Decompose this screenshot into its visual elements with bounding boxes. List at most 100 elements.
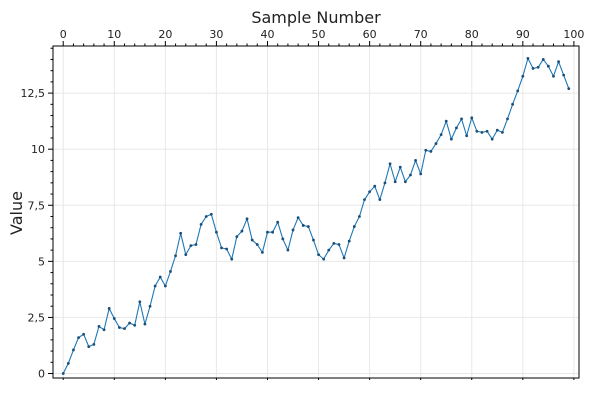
data-point bbox=[368, 190, 372, 194]
data-point bbox=[409, 173, 412, 177]
data-point bbox=[281, 237, 285, 241]
data-point bbox=[485, 129, 489, 133]
data-point bbox=[153, 284, 157, 288]
data-point bbox=[235, 235, 239, 239]
x-tick-label: 60 bbox=[363, 28, 377, 41]
x-tick-label: 0 bbox=[60, 28, 67, 41]
data-point bbox=[260, 250, 264, 254]
y-tick-label: 12,5 bbox=[21, 87, 46, 100]
data-point bbox=[363, 198, 366, 202]
data-point bbox=[352, 225, 356, 228]
data-point bbox=[434, 142, 438, 145]
x-tick-label: 70 bbox=[414, 28, 428, 41]
x-tick-label: 100 bbox=[563, 28, 584, 41]
data-point bbox=[286, 248, 290, 252]
data-point bbox=[123, 327, 126, 331]
data-point bbox=[332, 242, 336, 245]
data-point bbox=[516, 89, 520, 93]
data-point bbox=[567, 87, 571, 91]
data-point bbox=[66, 362, 70, 365]
data-point bbox=[133, 323, 137, 327]
data-point bbox=[225, 247, 229, 251]
data-point bbox=[562, 73, 566, 77]
data-point bbox=[460, 117, 463, 121]
data-point bbox=[61, 372, 65, 375]
data-point bbox=[536, 65, 540, 69]
grid-layer bbox=[53, 46, 579, 378]
data-point bbox=[439, 133, 443, 137]
data-point bbox=[327, 248, 331, 252]
data-point bbox=[424, 148, 428, 152]
data-point bbox=[220, 246, 223, 250]
data-point bbox=[271, 230, 274, 234]
data-point bbox=[541, 58, 545, 61]
data-point bbox=[465, 134, 469, 138]
data-point bbox=[215, 230, 218, 234]
x-axis-ticks: 0 10 20 30 40 50 60 70 80 90 100 bbox=[60, 28, 584, 380]
data-point bbox=[169, 270, 172, 273]
data-point bbox=[317, 253, 320, 257]
data-point bbox=[276, 220, 280, 224]
series-layer bbox=[61, 56, 571, 375]
data-point bbox=[163, 284, 167, 288]
y-tick-label: 2,5 bbox=[28, 311, 46, 324]
data-point bbox=[347, 239, 351, 243]
data-point bbox=[511, 102, 515, 106]
data-point bbox=[444, 119, 448, 123]
data-point bbox=[470, 116, 474, 120]
data-point bbox=[506, 117, 509, 121]
data-point bbox=[398, 165, 402, 169]
plot-frame bbox=[52, 45, 580, 379]
x-tick-label: 20 bbox=[158, 28, 172, 41]
data-point bbox=[429, 150, 433, 153]
data-point bbox=[500, 130, 504, 134]
data-point bbox=[112, 317, 116, 320]
data-point bbox=[475, 129, 479, 133]
data-point bbox=[546, 64, 550, 68]
data-point bbox=[230, 257, 234, 261]
data-point bbox=[373, 184, 377, 188]
data-point bbox=[358, 215, 361, 218]
data-point bbox=[306, 225, 310, 228]
data-point bbox=[495, 128, 499, 132]
data-point bbox=[291, 228, 295, 232]
data-point bbox=[337, 243, 341, 246]
data-point bbox=[179, 231, 183, 235]
x-tick-label: 90 bbox=[516, 28, 530, 41]
data-point bbox=[107, 307, 111, 310]
data-point bbox=[480, 130, 484, 134]
data-point bbox=[552, 74, 555, 78]
data-point bbox=[342, 256, 346, 260]
data-point bbox=[189, 244, 193, 248]
data-point bbox=[449, 137, 453, 141]
data-point bbox=[383, 181, 387, 185]
data-point bbox=[378, 198, 382, 202]
data-point bbox=[184, 253, 188, 257]
data-point bbox=[419, 172, 423, 176]
y-tick-label: 5 bbox=[38, 255, 45, 268]
x-tick-label: 40 bbox=[260, 28, 274, 41]
x-tick-label: 30 bbox=[209, 28, 223, 41]
data-point bbox=[301, 224, 305, 227]
data-point bbox=[266, 230, 269, 234]
data-point bbox=[82, 332, 86, 336]
data-point bbox=[240, 229, 244, 233]
y-tick-label: 7,5 bbox=[28, 199, 46, 212]
data-point bbox=[72, 348, 75, 352]
data-point bbox=[322, 257, 326, 261]
x-tick-label: 10 bbox=[107, 28, 121, 41]
data-point bbox=[393, 180, 397, 184]
data-point bbox=[526, 56, 530, 60]
data-point bbox=[158, 275, 162, 279]
data-point bbox=[87, 345, 91, 348]
data-point bbox=[455, 126, 458, 130]
data-point bbox=[521, 74, 525, 78]
data-point bbox=[128, 321, 132, 325]
data-point bbox=[557, 60, 560, 64]
data-point bbox=[209, 212, 213, 216]
data-point bbox=[174, 254, 177, 258]
y-tick-label: 10 bbox=[31, 143, 45, 156]
data-point bbox=[204, 215, 208, 218]
